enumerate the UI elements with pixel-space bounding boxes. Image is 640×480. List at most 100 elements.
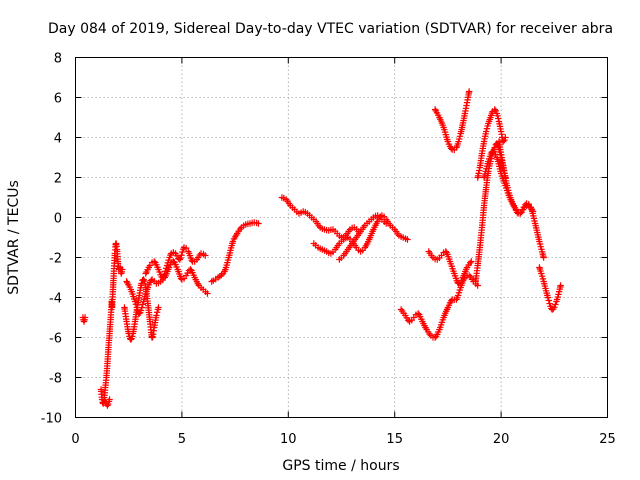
y-tick-label: -8 xyxy=(49,372,62,387)
y-tick-label: 0 xyxy=(54,212,62,227)
data-point xyxy=(495,115,502,122)
series-s09 xyxy=(278,194,362,241)
data-point xyxy=(557,282,564,289)
data-point xyxy=(142,270,149,277)
data-point xyxy=(382,220,390,227)
data-point xyxy=(153,312,160,319)
x-tick-label: 20 xyxy=(493,432,510,447)
data-point xyxy=(132,301,140,308)
data-point xyxy=(404,236,411,243)
data-point xyxy=(474,282,481,289)
data-point xyxy=(545,297,552,304)
series-s03 xyxy=(102,396,113,409)
data-point xyxy=(176,256,183,263)
data-point xyxy=(202,252,209,259)
data-point xyxy=(546,300,553,307)
data-point xyxy=(127,336,135,343)
data-point xyxy=(456,135,463,143)
grid-lines xyxy=(75,57,608,418)
data-point xyxy=(447,297,455,305)
data-point xyxy=(552,301,559,308)
series-s08 xyxy=(208,219,262,285)
data-point xyxy=(467,259,474,267)
series-s14 xyxy=(431,88,473,154)
data-point xyxy=(119,266,126,273)
data-point xyxy=(147,277,155,284)
x-tick-label: 5 xyxy=(178,432,186,447)
y-tick-label: 2 xyxy=(54,172,62,187)
series-s07 xyxy=(142,244,209,281)
data-point xyxy=(431,106,439,113)
y-tick-label: 8 xyxy=(54,52,62,67)
x-tick-label: 25 xyxy=(599,432,616,447)
data-point xyxy=(491,106,498,113)
x-tick-label: 0 xyxy=(71,432,79,447)
data-point xyxy=(161,270,168,278)
y-tick-label: 4 xyxy=(54,132,62,147)
data-point xyxy=(155,304,162,311)
series-s11 xyxy=(336,212,390,263)
data-point xyxy=(455,289,463,296)
data-point xyxy=(140,276,147,283)
data-point xyxy=(540,254,547,261)
data-point xyxy=(137,307,145,314)
chart-title: Day 084 of 2019, Sidereal Day-to-day VTE… xyxy=(48,21,613,37)
data-point xyxy=(483,128,490,135)
series-s12 xyxy=(397,272,481,341)
data-point xyxy=(494,112,501,119)
data-point xyxy=(141,277,148,285)
data-point xyxy=(492,150,499,158)
data-point xyxy=(178,252,185,259)
data-point xyxy=(179,248,186,256)
y-tick-label: -6 xyxy=(49,332,62,347)
data-point xyxy=(468,258,475,265)
series-s13 xyxy=(425,248,475,287)
x-axis-ticks: 0 5 10 15 20 25 xyxy=(71,57,616,447)
data-point xyxy=(151,258,158,265)
y-tick-label: 6 xyxy=(54,92,62,107)
series-s10 xyxy=(310,212,411,257)
data-point xyxy=(162,268,169,275)
x-tick-label: 10 xyxy=(280,432,297,447)
data-point xyxy=(106,396,113,403)
series-s01 xyxy=(79,314,89,325)
data-point xyxy=(456,133,464,140)
data-point xyxy=(182,244,190,252)
series-s04 xyxy=(108,240,126,311)
data-point xyxy=(454,292,462,299)
series-s19 xyxy=(536,264,564,313)
data-point xyxy=(465,88,473,95)
data-point xyxy=(153,309,161,316)
data-point xyxy=(129,333,136,340)
series-s16 xyxy=(474,106,509,181)
data-point xyxy=(131,298,139,305)
y-tick-label: -4 xyxy=(49,292,62,307)
series-s02 xyxy=(97,298,115,407)
y-axis-label: SDTVAR / TECUs xyxy=(6,180,22,295)
data-point xyxy=(159,274,166,281)
data-point xyxy=(123,278,130,285)
x-tick-label: 15 xyxy=(386,432,403,447)
plot-frame xyxy=(75,57,608,418)
y-tick-label: -10 xyxy=(41,412,62,427)
data-point xyxy=(455,280,462,287)
data-point xyxy=(81,314,89,321)
data-point xyxy=(138,304,146,311)
data-point xyxy=(141,280,149,287)
data-point xyxy=(544,294,552,301)
data-point xyxy=(447,145,455,152)
data-point xyxy=(465,272,473,279)
data-point xyxy=(188,256,195,264)
x-axis-label: GPS time / hours xyxy=(282,458,399,474)
data-point xyxy=(502,134,509,141)
series-s18 xyxy=(495,138,537,217)
data-point xyxy=(204,290,211,297)
data-point xyxy=(475,170,482,177)
y-axis-ticks: -10 -8 -6 -4 -2 0 2 4 6 8 xyxy=(41,52,608,427)
data-point xyxy=(139,301,146,308)
data-point xyxy=(529,208,537,215)
data-point xyxy=(177,254,184,262)
data-point xyxy=(156,268,163,276)
y-tick-label: -2 xyxy=(49,252,62,267)
data-point xyxy=(104,402,111,409)
